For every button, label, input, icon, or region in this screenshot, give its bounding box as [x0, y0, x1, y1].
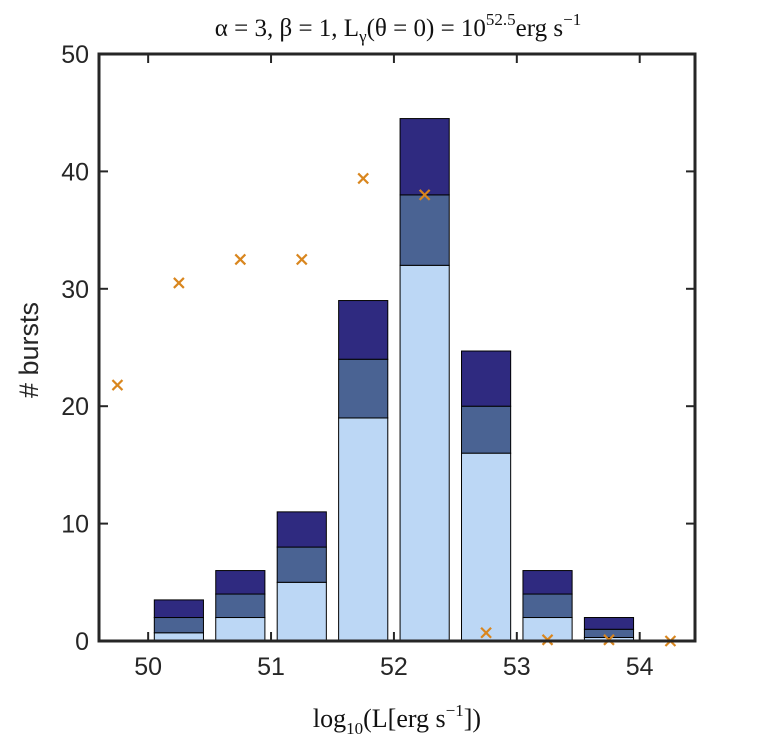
ticks-layer: 50 51 52 53 54 0 10 20 30 40 50: [61, 41, 695, 681]
bar-dark-6: [522, 570, 573, 595]
bar-light-5: [461, 452, 512, 642]
y-tick-label-4: 40: [61, 158, 89, 186]
bars-layer: [153, 118, 635, 642]
marker-cross-4: [357, 172, 369, 185]
bar-medium-6: [522, 593, 573, 619]
title-sup: 52.5: [486, 10, 516, 29]
bar-light-3: [338, 417, 389, 642]
bar-light-1: [215, 617, 266, 642]
bar-dark-0: [153, 599, 204, 619]
bar-medium-0: [153, 617, 204, 634]
y-tick-label-2: 20: [61, 393, 89, 421]
title-mid: (θ = 0) = 10: [367, 15, 486, 42]
bar-dark-4: [399, 118, 450, 196]
bar-light-6: [522, 617, 573, 642]
x-tick-label-3: 53: [503, 653, 531, 681]
xlabel-sup: −1: [446, 701, 464, 720]
bar-light-4: [399, 264, 450, 642]
bar-medium-4: [399, 194, 450, 266]
title-sub: γ: [358, 27, 367, 46]
bar-dark-5: [461, 350, 512, 407]
marker-cross-6: [480, 627, 492, 639]
x-tick-label-2: 52: [380, 653, 408, 681]
marker-cross-0: [111, 379, 124, 391]
bar-medium-5: [461, 405, 512, 454]
y-tick-label-5: 50: [61, 41, 89, 69]
bar-medium-1: [215, 593, 266, 619]
marker-cross-2: [234, 253, 247, 266]
bar-dark-3: [338, 300, 389, 360]
bar-dark-1: [215, 570, 266, 595]
xlabel-end: ]): [464, 704, 481, 733]
bar-medium-2: [276, 546, 327, 583]
x-axis-label: log10(L[erg s−1]): [313, 701, 481, 738]
title-unit: erg s: [516, 15, 563, 42]
bar-medium-7: [583, 628, 635, 638]
bar-light-2: [276, 581, 327, 642]
x-tick-label-4: 54: [626, 653, 654, 681]
bar-dark-7: [583, 617, 635, 630]
xlabel-arg: (L[erg s: [363, 704, 446, 733]
marker-cross-1: [173, 277, 185, 289]
marker-cross-5: [418, 189, 431, 201]
axes-box: [97, 52, 697, 643]
bar-dark-2: [276, 511, 327, 548]
x-tick-label-0: 50: [134, 653, 162, 681]
xlabel-fn: log: [313, 704, 346, 733]
y-tick-label-0: 0: [75, 628, 89, 656]
y-tick-label-3: 30: [61, 276, 89, 304]
title-unit-sup: −1: [563, 10, 581, 29]
xlabel-sub: 10: [346, 719, 363, 738]
y-axis-label: # bursts: [14, 302, 44, 398]
x-tick-label-1: 51: [257, 653, 285, 681]
chart-title: α = 3, β = 1, Lγ(θ = 0) = 1052.5erg s−1: [215, 10, 581, 46]
marker-cross-3: [295, 253, 308, 266]
y-tick-label-1: 10: [61, 511, 89, 539]
title-prefix: α = 3, β = 1, L: [215, 15, 359, 42]
bar-medium-3: [338, 358, 389, 419]
markers-layer: [111, 172, 677, 647]
